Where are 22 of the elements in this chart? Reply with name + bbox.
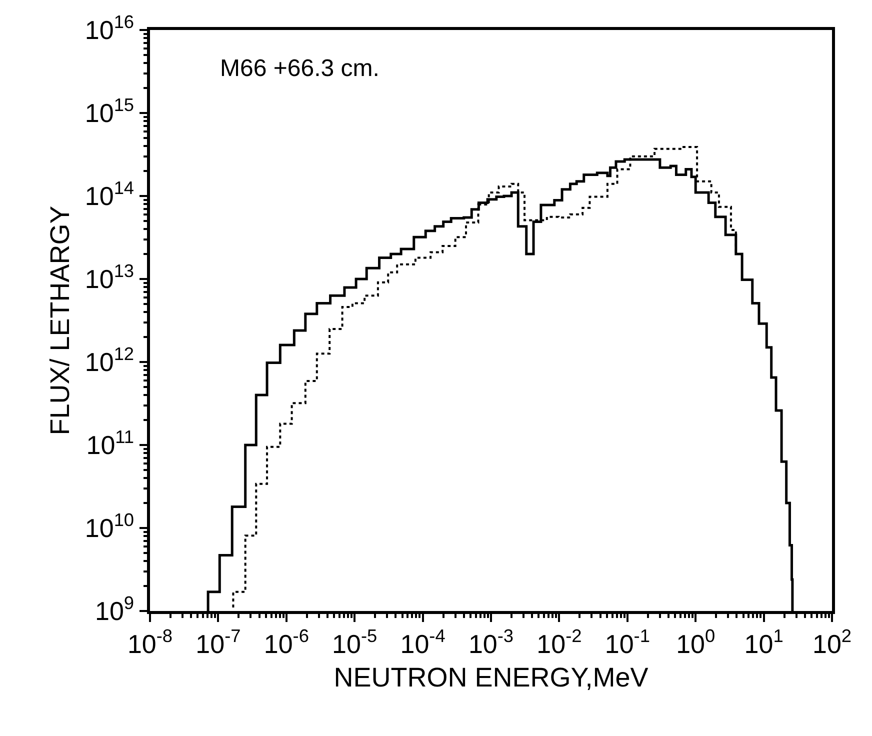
x-tick-label: 10$^{1}$ bbox=[744, 626, 784, 659]
x-tick-label: 10$^{-7}$ bbox=[196, 626, 241, 659]
x-tick-label: 10$^{0}$ bbox=[676, 626, 716, 659]
x-tick-label: 10$^{-2}$ bbox=[536, 626, 582, 659]
y-tick-label: 10$^{15}$ bbox=[84, 95, 134, 128]
y-tick-label: 10$^{13}$ bbox=[84, 261, 134, 294]
y-tick-label: 10$^{10}$ bbox=[84, 510, 134, 544]
x-tick-label: 10$^{-1}$ bbox=[604, 626, 650, 659]
x-tick-label: 10$^{-5}$ bbox=[332, 626, 378, 659]
y-tick-label: 10$^{14}$ bbox=[84, 178, 134, 212]
x-tick-label: 10$^{-6}$ bbox=[264, 626, 309, 659]
x-tick-label: 10$^{-3}$ bbox=[468, 626, 514, 659]
y-tick-label: 10$^{11}$ bbox=[86, 427, 134, 460]
y-axis-title: FLUX/ LETHARGY bbox=[44, 206, 75, 436]
x-tick-label: 10$^{-4}$ bbox=[400, 626, 446, 659]
y-tick-label: 10$^{9}$ bbox=[95, 593, 134, 626]
y-tick-label: 10$^{12}$ bbox=[84, 344, 134, 378]
x-tick-label: 10$^{-8}$ bbox=[127, 626, 173, 659]
annotation: M66 +66.3 cm. bbox=[220, 55, 380, 82]
x-tick-label: 10$^{2}$ bbox=[812, 626, 852, 659]
y-tick-label: 10$^{16}$ bbox=[84, 12, 134, 46]
x-axis-title: NEUTRON ENERGY,MeV bbox=[334, 662, 648, 692]
